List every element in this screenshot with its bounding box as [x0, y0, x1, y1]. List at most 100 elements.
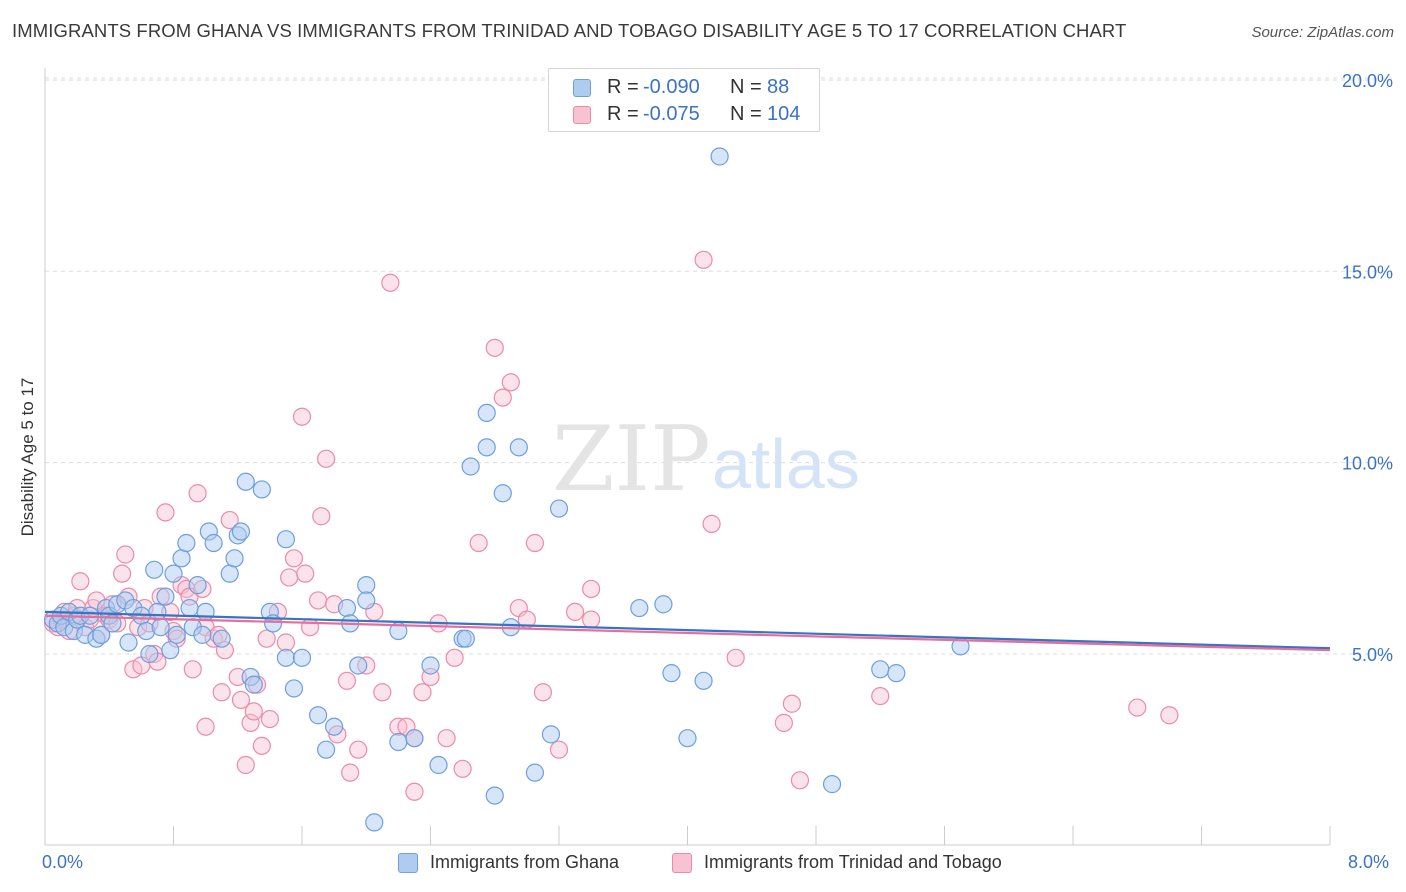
- data-point-ghana: [357, 576, 376, 595]
- data-point-trinidad: [183, 660, 202, 679]
- data-point-trinidad: [112, 564, 132, 583]
- n-label: N =: [730, 76, 762, 98]
- data-point-trinidad: [156, 503, 175, 522]
- data-point-trinidad: [1160, 706, 1179, 725]
- y-tick-label: 20.0%: [1342, 71, 1393, 91]
- data-point-ghana: [156, 587, 175, 606]
- data-point-ghana: [357, 591, 376, 610]
- trend-lines: [44, 610, 1331, 652]
- data-point-ghana: [509, 438, 528, 457]
- data-point-trinidad: [437, 729, 456, 748]
- data-point-ghana: [276, 530, 296, 549]
- y-tick-label: 15.0%: [1342, 262, 1393, 282]
- data-point-trinidad: [252, 736, 271, 755]
- data-point-ghana: [365, 813, 384, 832]
- data-point-trinidad: [316, 449, 336, 468]
- data-point-trinidad: [1128, 698, 1147, 717]
- data-point-ghana: [477, 403, 496, 422]
- data-point-trinidad: [341, 763, 360, 782]
- data-point-trinidad: [212, 683, 231, 702]
- legend-swatch-blue: [398, 853, 418, 873]
- data-point-ghana: [710, 147, 729, 166]
- data-point-ghana: [654, 595, 673, 614]
- data-point-trinidad: [284, 549, 304, 568]
- r-label: R =: [607, 76, 639, 98]
- data-point-trinidad: [116, 545, 135, 564]
- data-point-trinidad: [871, 686, 890, 706]
- data-point-trinidad: [549, 740, 569, 759]
- legend-label-trinidad: Immigrants from Trinidad and Tobago: [704, 852, 1002, 872]
- data-point-ghana: [92, 625, 111, 644]
- series-ghana-points: [43, 147, 970, 832]
- data-point-ghana: [308, 706, 328, 725]
- data-point-trinidad: [280, 568, 299, 587]
- data-point-ghana: [405, 729, 424, 748]
- data-point-ghana: [284, 679, 304, 698]
- data-point-trinidad: [565, 602, 585, 622]
- n-value: 88: [767, 76, 790, 98]
- data-point-ghana: [477, 438, 496, 457]
- data-point-trinidad: [469, 533, 488, 553]
- data-point-ghana: [349, 656, 368, 675]
- data-point-ghana: [337, 598, 357, 618]
- data-point-ghana: [887, 664, 906, 683]
- data-point-ghana: [292, 648, 312, 667]
- data-point-trinidad: [300, 618, 320, 637]
- watermark-zip: ZIP: [552, 407, 711, 512]
- data-point-ghana: [212, 629, 231, 648]
- data-point-ghana: [678, 729, 697, 748]
- data-point-ghana: [231, 522, 251, 541]
- data-point-trinidad: [453, 759, 472, 778]
- data-point-trinidad: [276, 633, 296, 652]
- data-point-trinidad: [236, 755, 255, 775]
- data-point-ghana: [119, 633, 138, 652]
- data-point-ghana: [236, 472, 255, 491]
- data-point-trinidad: [188, 484, 207, 503]
- y-tick-label: 5.0%: [1352, 645, 1393, 665]
- data-point-ghana: [140, 644, 159, 664]
- data-point-trinidad: [582, 579, 601, 599]
- data-point-trinidad: [241, 713, 260, 732]
- data-point-ghana: [541, 725, 561, 744]
- data-point-ghana: [151, 618, 170, 637]
- trend-line-trinidad: [44, 614, 1331, 652]
- data-point-trinidad: [702, 514, 721, 533]
- data-point-ghana: [145, 560, 164, 579]
- data-point-trinidad: [292, 407, 312, 426]
- data-point-ghana: [456, 629, 475, 648]
- y-tick-label: 10.0%: [1342, 454, 1393, 474]
- data-point-trinidad: [501, 373, 520, 392]
- data-point-ghana: [196, 602, 215, 622]
- data-point-ghana: [421, 656, 440, 675]
- data-point-trinidad: [231, 690, 251, 710]
- trend-line-ghana: [44, 610, 1331, 650]
- legend-swatch-pink: [573, 106, 591, 124]
- data-point-trinidad: [525, 533, 545, 553]
- data-point-ghana: [161, 641, 180, 660]
- data-point-ghana: [871, 660, 890, 679]
- data-point-trinidad: [257, 629, 276, 648]
- data-point-ghana: [694, 671, 713, 690]
- data-point-trinidad: [196, 717, 215, 736]
- data-point-ghana: [461, 457, 480, 476]
- x-axis: [44, 68, 1331, 846]
- data-point-ghana: [525, 763, 545, 782]
- data-point-ghana: [167, 625, 186, 644]
- data-point-trinidad: [373, 683, 392, 702]
- data-point-ghana: [316, 740, 336, 759]
- chart-title: IMMIGRANTS FROM GHANA VS IMMIGRANTS FROM…: [12, 20, 1127, 41]
- data-point-ghana: [193, 625, 212, 644]
- data-point-trinidad: [774, 713, 793, 732]
- data-point-ghana: [485, 786, 504, 805]
- data-point-ghana: [204, 533, 223, 553]
- data-point-trinidad: [312, 507, 331, 526]
- r-label: R =: [607, 103, 639, 125]
- data-point-ghana: [325, 717, 344, 736]
- data-point-trinidad: [790, 771, 810, 790]
- data-point-trinidad: [782, 694, 802, 713]
- data-point-ghana: [220, 564, 239, 583]
- stats-legend-row-trinidad: R = -0.075 N = 104: [549, 102, 819, 128]
- data-point-ghana: [164, 564, 183, 583]
- data-point-ghana: [225, 549, 244, 568]
